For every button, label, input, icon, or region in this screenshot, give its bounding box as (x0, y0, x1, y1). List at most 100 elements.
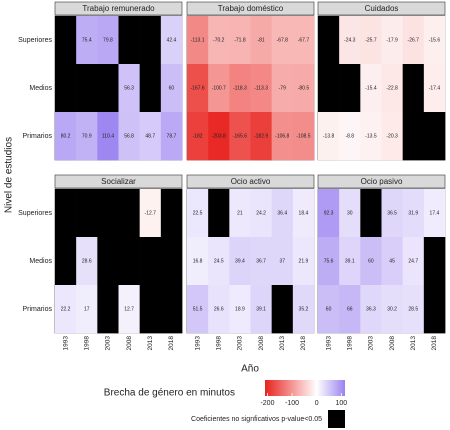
heat-cell (208, 112, 230, 161)
cell-label: -8.8 (345, 133, 354, 139)
heat-cell (292, 189, 315, 238)
heat-cell (208, 16, 230, 65)
heat-cell (160, 112, 183, 161)
non-significant-cell (76, 64, 98, 113)
cell-label: -17.4 (429, 85, 441, 91)
cell-label: 22.5 (193, 210, 203, 216)
x-tick-label: 2008 (258, 336, 265, 351)
x-tick-label: 2003 (237, 336, 244, 351)
x-tick-label: 1993 (62, 336, 69, 351)
non-significant-cell (55, 189, 77, 238)
non-significant-cell (97, 189, 119, 238)
cell-label: 39.4 (235, 258, 245, 264)
heat-cell (423, 189, 446, 238)
heat-cell (402, 16, 425, 65)
cell-label: 110.4 (102, 133, 114, 139)
color-bar-tick-label: -100 (285, 400, 299, 407)
cell-label: 60 (169, 85, 175, 91)
non-significant-cell (339, 64, 361, 113)
non-significant-cell (118, 16, 140, 65)
y-tick-label: Primarios (22, 306, 52, 313)
panel-title: Ocio pasivo (361, 177, 403, 186)
cell-label: 56.8 (124, 133, 134, 139)
heat-cell (318, 189, 340, 238)
heat-cell (292, 285, 315, 334)
x-tick-label: 2013 (147, 336, 154, 351)
cell-label: 36.3 (366, 306, 376, 312)
cell-label: 28.6 (82, 258, 92, 264)
x-axis-title: Año (241, 364, 259, 375)
cell-label: 39.1 (345, 258, 355, 264)
cell-label: 36.4 (277, 210, 287, 216)
cell-label: -22.8 (386, 85, 398, 91)
non-significant-cell (55, 237, 77, 286)
non-significant-cell (55, 16, 77, 65)
heat-cell (381, 64, 403, 113)
non-significant-cell (160, 189, 183, 238)
non-significant-cell (402, 64, 425, 113)
cell-label: 37 (279, 258, 285, 264)
x-tick-label: 2018 (431, 336, 438, 351)
non-significant-cell (118, 189, 140, 238)
y-axis-title: Nivel de estudios (4, 137, 15, 213)
cell-label: -71.8 (234, 37, 246, 43)
heat-cell (76, 237, 98, 286)
heat-cell (292, 237, 315, 286)
y-tick-label: Medios (29, 85, 52, 92)
panel-title: Ocio activo (231, 177, 271, 186)
heat-cell (381, 189, 403, 238)
non-significant-cell (423, 285, 446, 334)
cell-label: 28.5 (408, 306, 418, 312)
cell-label: 12.7 (124, 306, 134, 312)
panel-title: Cuidados (365, 4, 399, 13)
cell-label: 79.8 (103, 37, 113, 43)
cell-label: -15.6 (429, 37, 441, 43)
heat-cell (187, 112, 209, 161)
heat-cell (339, 112, 361, 161)
x-tick-label: 1993 (325, 336, 332, 351)
heat-cell (423, 16, 446, 65)
cell-label: -165.6 (233, 133, 247, 139)
cell-label: -113.3 (254, 85, 268, 91)
heat-cell (339, 237, 361, 286)
heat-cell (339, 16, 361, 65)
cell-label: 39.1 (256, 306, 266, 312)
heat-cell (187, 237, 209, 286)
heat-cell (187, 189, 209, 238)
cell-label: -13.5 (365, 133, 377, 139)
heat-cell (292, 112, 315, 161)
x-tick-label: 2008 (126, 336, 133, 351)
cell-label: 30.2 (387, 306, 397, 312)
heat-cell (250, 237, 272, 286)
y-tick-label: Superiores (18, 37, 52, 44)
cell-label: -26.7 (408, 37, 420, 43)
color-bar-tick-label: 0 (315, 400, 319, 407)
cell-label: -79 (279, 85, 286, 91)
cell-label: -70.2 (213, 37, 225, 43)
color-bar (265, 380, 345, 396)
non-significant-cell (160, 237, 183, 286)
non-significant-cell (271, 285, 294, 334)
heat-cell (292, 16, 315, 65)
cell-label: 24.5 (214, 258, 224, 264)
heat-cell (360, 16, 382, 65)
cell-label: 80.2 (61, 133, 71, 139)
cell-label: -12.7 (145, 210, 157, 216)
x-tick-label: 1998 (346, 336, 353, 351)
x-tick-label: 2013 (279, 336, 286, 351)
non-significant-cell (160, 285, 183, 334)
cell-label: 78.7 (167, 133, 177, 139)
x-tick-label: 1998 (83, 336, 90, 351)
x-tick-label: 1998 (215, 336, 222, 351)
heat-cell (187, 64, 209, 113)
heat-cell (229, 112, 251, 161)
non-significant-cell (139, 237, 162, 286)
x-tick-label: 2003 (368, 336, 375, 351)
heat-cell (360, 112, 382, 161)
panel-title: Socializar (101, 177, 136, 186)
cell-label: 24.7 (408, 258, 418, 264)
non-significant-cell (318, 16, 340, 65)
cell-label: -182.9 (254, 133, 268, 139)
cell-label: -81 (257, 37, 264, 43)
